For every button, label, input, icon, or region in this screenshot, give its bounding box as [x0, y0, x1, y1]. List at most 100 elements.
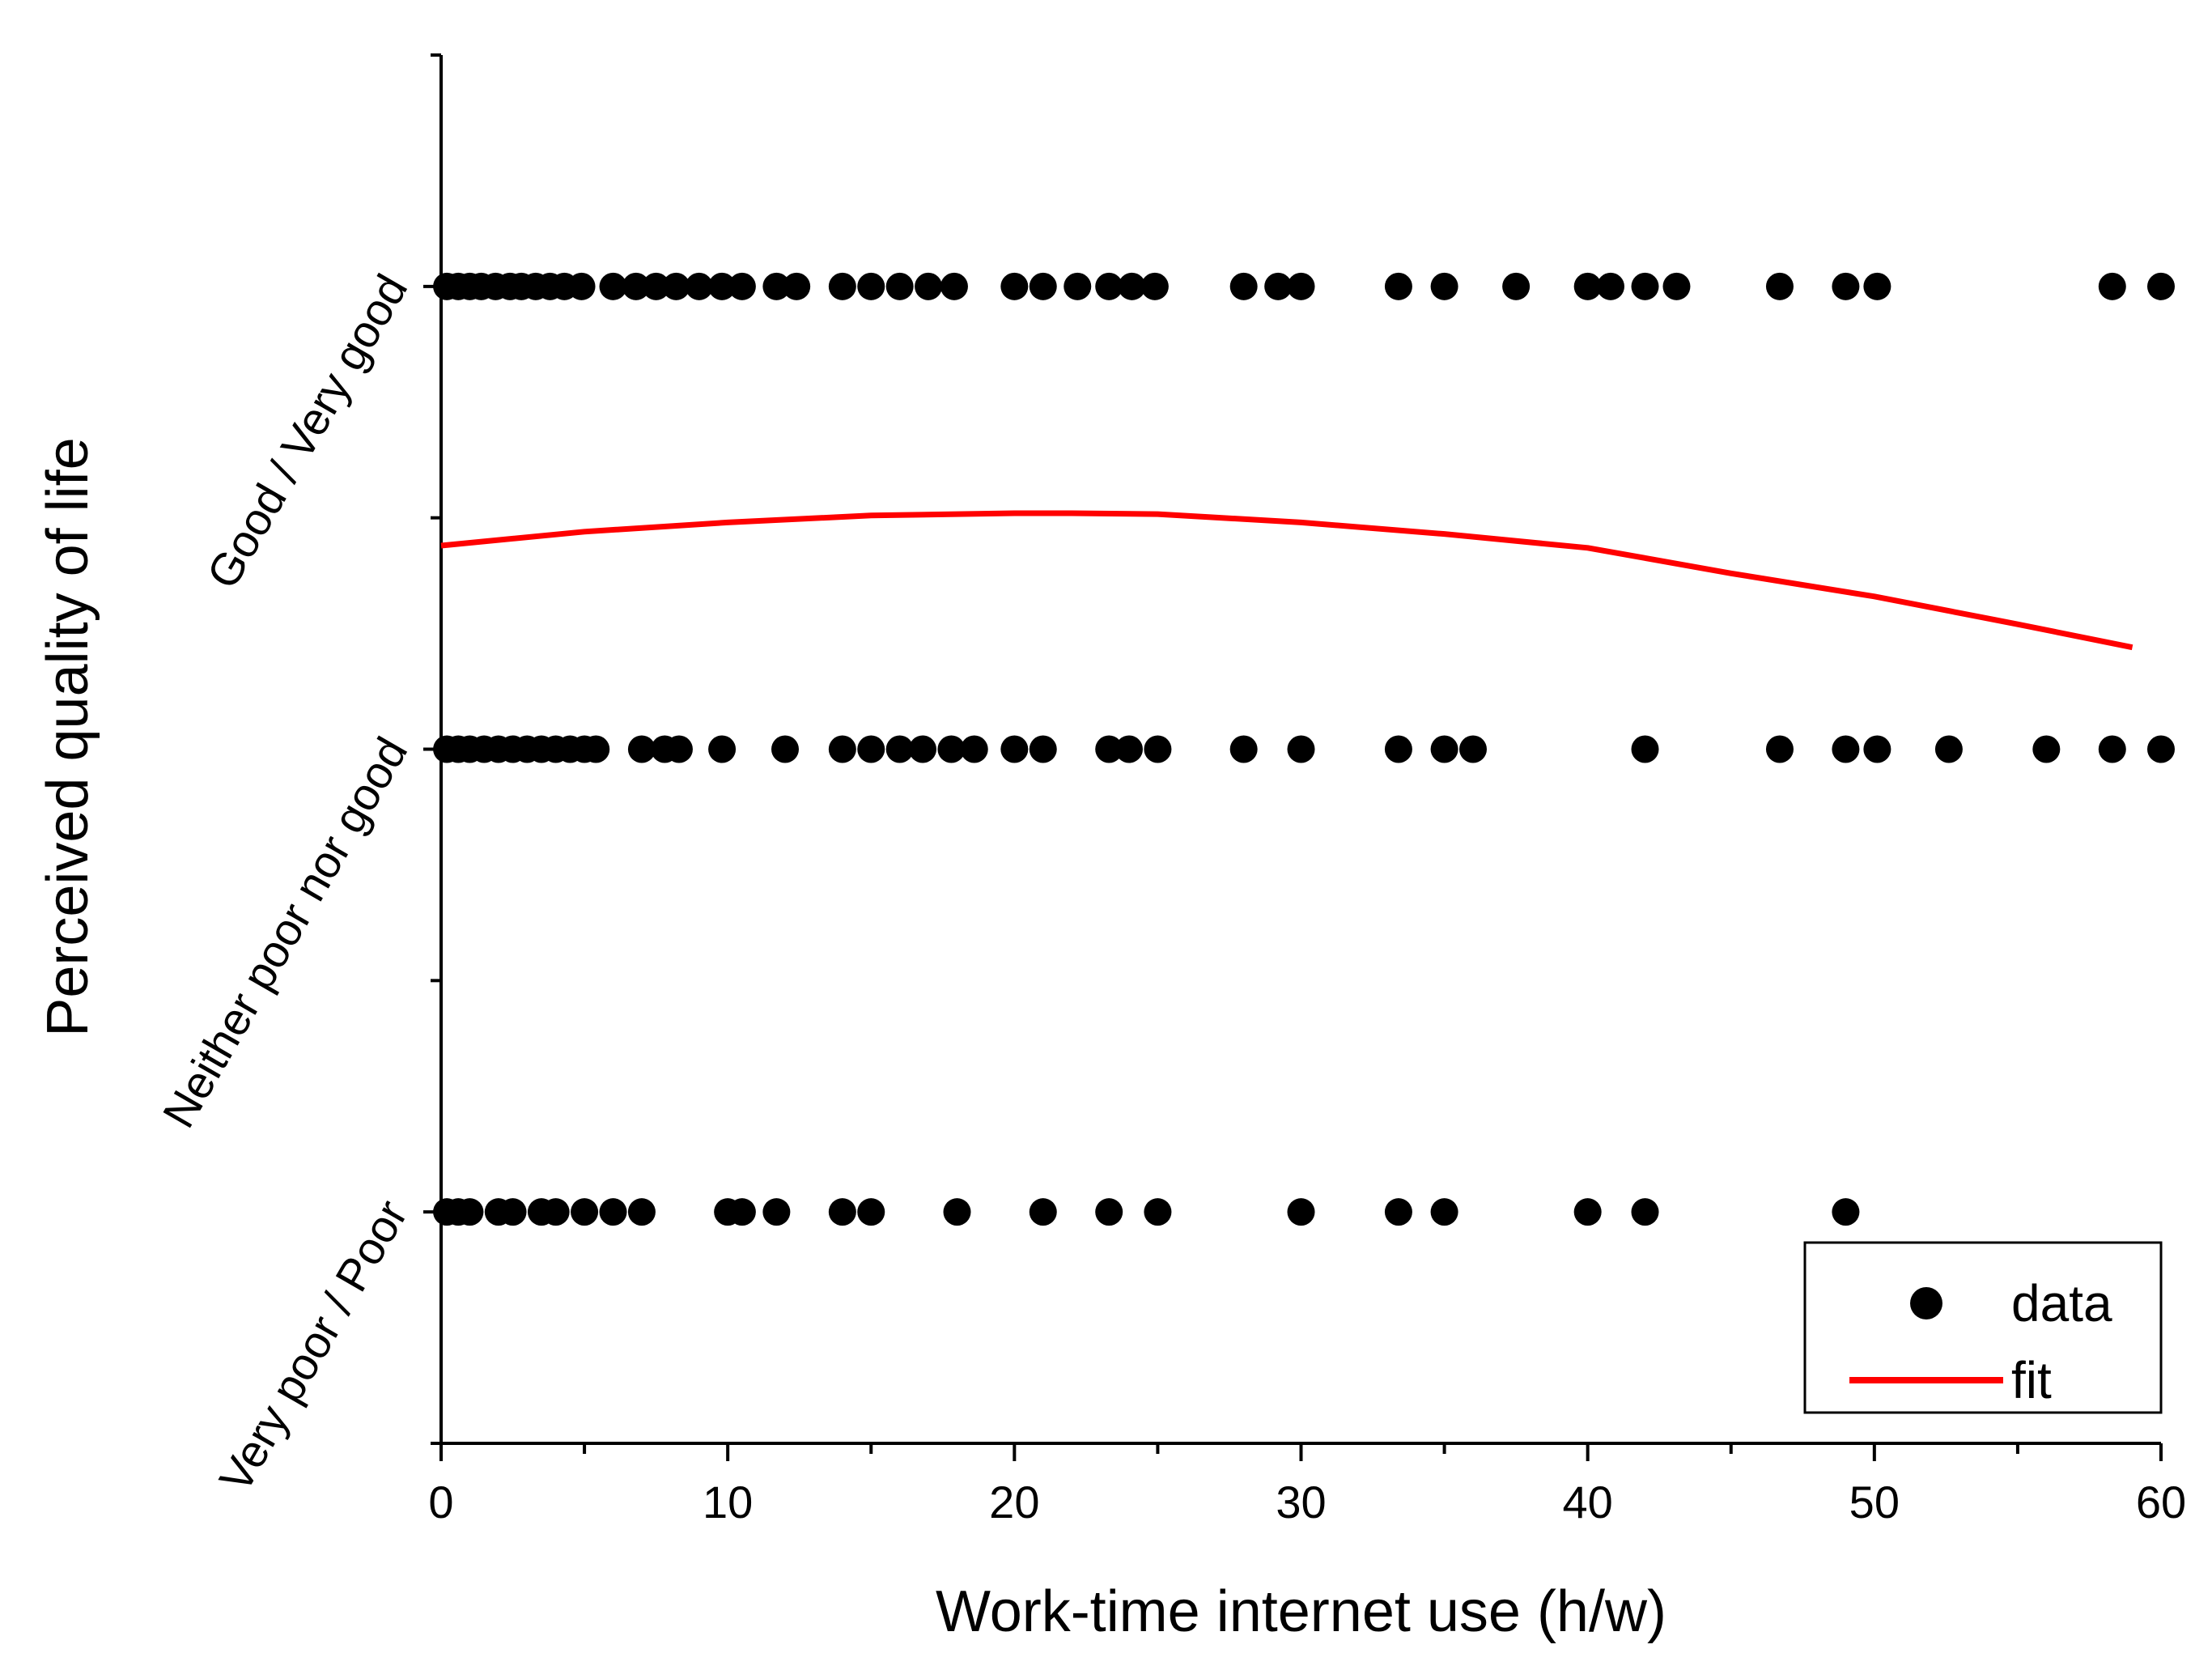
data-point — [664, 735, 693, 763]
data-point — [1631, 272, 1659, 300]
x-tick-label: 0 — [428, 1477, 453, 1528]
data-point — [1502, 272, 1531, 300]
data-point — [622, 272, 650, 300]
data-point — [1765, 735, 1794, 763]
y-category-label: Very poor / Poor — [209, 1192, 417, 1501]
data-point — [599, 1198, 627, 1226]
data-point — [1118, 272, 1146, 300]
data-point — [1631, 735, 1659, 763]
data-point — [1115, 735, 1143, 763]
x-tick-label: 60 — [2136, 1477, 2186, 1528]
y-category-label: Good / Very good — [197, 266, 417, 597]
data-point — [1459, 735, 1487, 763]
data-point — [571, 1198, 599, 1226]
data-point — [1573, 1198, 1602, 1226]
data-point — [2147, 272, 2175, 300]
data-point — [1000, 735, 1029, 763]
x-tick-label: 50 — [1849, 1477, 1900, 1528]
data-point — [582, 735, 610, 763]
x-tick-label: 10 — [703, 1477, 753, 1528]
data-point — [1832, 735, 1860, 763]
data-point — [499, 1198, 527, 1226]
data-point — [1029, 735, 1057, 763]
legend-data-marker — [1910, 1287, 1942, 1319]
data-point — [1064, 272, 1092, 300]
data-point — [1287, 272, 1315, 300]
data-point — [1934, 735, 1963, 763]
data-point — [685, 272, 713, 300]
data-point — [708, 735, 737, 763]
data-point — [1095, 735, 1123, 763]
data-point — [1029, 1198, 1057, 1226]
data-point — [728, 1198, 756, 1226]
data-point — [2098, 272, 2126, 300]
data-point — [1144, 735, 1172, 763]
data-point — [456, 1198, 484, 1226]
data-point — [1832, 1198, 1860, 1226]
data-point — [857, 735, 885, 763]
data-point — [662, 272, 690, 300]
data-point — [599, 272, 627, 300]
legend-box — [1803, 1241, 2163, 1414]
x-tick-label: 40 — [1563, 1477, 1613, 1528]
legend-data-label: data — [2011, 1274, 2112, 1332]
data-point — [783, 272, 811, 300]
data-point — [960, 735, 988, 763]
data-point — [1662, 272, 1691, 300]
data-point — [1144, 1198, 1172, 1226]
data-point — [1384, 272, 1412, 300]
data-point — [1863, 735, 1891, 763]
data-point — [1430, 272, 1458, 300]
data-point — [1765, 272, 1794, 300]
data-point — [762, 272, 791, 300]
data-point — [857, 272, 885, 300]
data-point — [1229, 272, 1258, 300]
data-point — [915, 272, 943, 300]
data-point — [728, 272, 756, 300]
data-point — [708, 272, 737, 300]
data-point — [1384, 1198, 1412, 1226]
data-point — [1430, 735, 1458, 763]
data-point — [627, 735, 656, 763]
data-point — [567, 272, 596, 300]
data-point — [1029, 272, 1057, 300]
data-point — [1000, 272, 1029, 300]
data-point — [937, 735, 966, 763]
data-point — [943, 1198, 971, 1226]
data-point — [828, 272, 856, 300]
data-point — [1229, 735, 1258, 763]
data-point — [1573, 272, 1602, 300]
data-point — [642, 272, 670, 300]
data-point — [885, 735, 914, 763]
data-point — [627, 1198, 656, 1226]
data-point — [909, 735, 936, 763]
x-tick-label: 20 — [989, 1477, 1039, 1528]
data-point — [1287, 1198, 1315, 1226]
data-point — [771, 735, 799, 763]
fit-line — [440, 510, 2133, 651]
data-point — [828, 1198, 856, 1226]
y-category-label: Neither poor nor good — [152, 729, 417, 1136]
data-point — [1430, 1198, 1458, 1226]
data-point — [1832, 272, 1860, 300]
data-point — [885, 272, 914, 300]
data-point — [2032, 735, 2061, 763]
x-axis-title: Work-time internet use (h/w) — [936, 1579, 1666, 1644]
data-point — [1095, 1198, 1123, 1226]
data-point — [1095, 272, 1123, 300]
data-point — [762, 1198, 791, 1226]
data-point — [1597, 272, 1624, 300]
x-tick-label: 30 — [1276, 1477, 1326, 1528]
data-point — [1631, 1198, 1659, 1226]
data-point — [2147, 735, 2175, 763]
data-point — [1384, 735, 1412, 763]
data-point — [940, 272, 968, 300]
data-point — [1140, 272, 1169, 300]
data-point — [1287, 735, 1315, 763]
legend-fit-label: fit — [2011, 1351, 2052, 1409]
data-point — [857, 1198, 885, 1226]
y-axis-title: Perceived quality of life — [36, 437, 100, 1036]
data-point — [1264, 272, 1293, 300]
